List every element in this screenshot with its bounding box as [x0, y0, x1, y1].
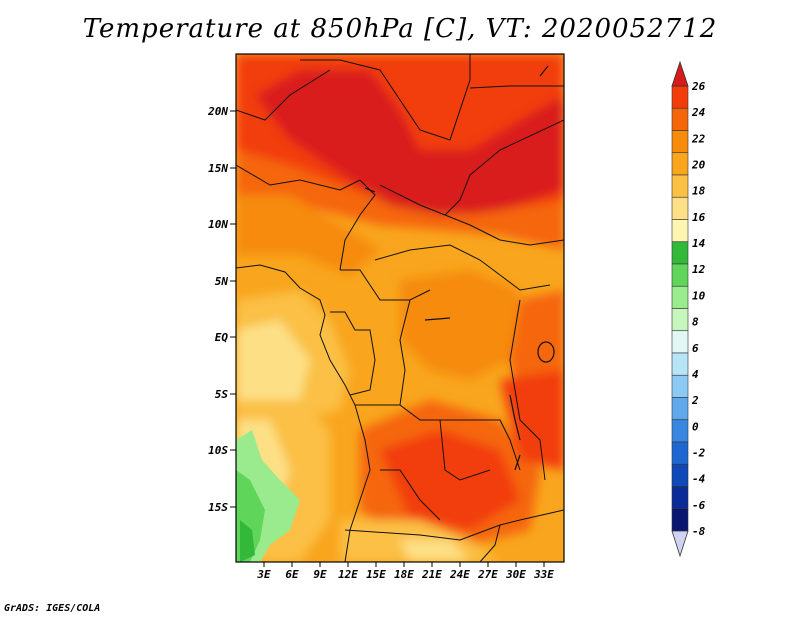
y-tick-label: 5S [215, 388, 229, 401]
colorbar-cell [671, 441, 689, 465]
colorbar-cell [671, 330, 689, 354]
colorbar-label: -6 [692, 499, 706, 512]
x-tick-label: 6E [285, 568, 299, 581]
y-tick-label: 15N [208, 162, 228, 175]
y-tick-label: 10N [208, 218, 228, 231]
colorbar-label: 18 [692, 185, 706, 198]
x-tick-label: 30E [505, 568, 526, 581]
colorbar-label: 10 [692, 289, 706, 302]
y-tick-label: 10S [208, 444, 228, 457]
colorbar-cell [671, 263, 689, 287]
x-axis: 3E 6E 9E 12E 15E 18E 21E 24E 27E 30E 33E [256, 562, 554, 581]
colorbar-cell [671, 285, 689, 309]
colorbar-label: -8 [692, 525, 706, 538]
x-tick-label: 3E [256, 568, 271, 581]
x-tick-label: 12E [338, 568, 358, 581]
y-axis: 20N 15N 10N 5N EQ 5S 10S 15S [207, 105, 236, 514]
colorbar-cell [671, 419, 689, 443]
colorbar-label: -4 [692, 473, 706, 486]
colorbar-cell [671, 241, 689, 265]
x-tick-label: 33E [533, 568, 554, 581]
grads-credit: GrADS: IGES/COLA [4, 603, 101, 614]
colorbar-cell [671, 463, 689, 487]
x-tick-label: 9E [313, 568, 327, 581]
x-tick-label: 27E [477, 568, 498, 581]
y-tick-label: EQ [215, 331, 229, 344]
colorbar-label: 2 [691, 394, 699, 407]
chart-title: Temperature at 850hPa [C], VT: 202005271… [82, 14, 718, 44]
temperature-field [236, 54, 564, 562]
colorbar-cell [671, 374, 689, 398]
x-tick-label: 24E [449, 568, 470, 581]
colorbar-cell [671, 130, 689, 154]
lakes [364, 65, 555, 471]
colorbar-label: 0 [692, 420, 699, 433]
colorbar-label: 12 [692, 263, 706, 276]
colorbar-label: 6 [692, 342, 699, 355]
y-tick-label: 20N [207, 105, 228, 118]
colorbar-cell [671, 486, 689, 510]
colorbar-cell [671, 397, 689, 421]
colorbar-label: 24 [691, 106, 706, 119]
colorbar-label: 4 [692, 368, 699, 381]
colorbar-cell [671, 85, 689, 109]
colorbar-cell [671, 308, 689, 332]
colorbar-label: 14 [692, 237, 706, 250]
colorbar-label: 20 [691, 159, 706, 172]
colorbar-cell [671, 152, 689, 176]
colorbar-label: 26 [691, 80, 706, 93]
colorbar-label: 8 [692, 316, 699, 329]
y-tick-label: 5N [215, 275, 229, 288]
country-borders [236, 54, 564, 562]
x-tick-label: 21E [421, 568, 442, 581]
map-frame [235, 53, 565, 563]
colorbar-label: 22 [691, 132, 706, 145]
colorbar-cell [671, 352, 689, 376]
colorbar-cell [671, 196, 689, 220]
x-tick-label: 18E [394, 568, 414, 581]
colorbar-min-arrow [671, 530, 689, 558]
y-tick-label: 15S [208, 501, 228, 514]
colorbar-cell [671, 174, 689, 198]
colorbar-cell [671, 219, 689, 243]
colorbar-cell [671, 508, 689, 532]
colorbar-label: -2 [692, 446, 706, 459]
colorbar-label: 16 [692, 211, 706, 224]
colorbar-max-arrow [671, 60, 689, 87]
colorbar-cell [671, 107, 689, 131]
x-tick-label: 15E [366, 568, 386, 581]
